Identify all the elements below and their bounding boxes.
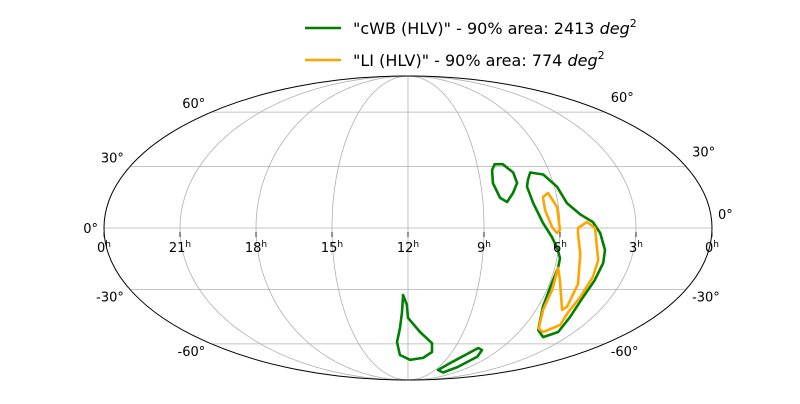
dec-tick-label-right: 30°	[692, 146, 715, 161]
legend: "cWB (HLV)" - 90% area: 2413 deg2 "LI (H…	[305, 17, 637, 70]
dec-tick-label-left: -60°	[178, 345, 206, 360]
legend-label-li: "LI (HLV)" - 90% area: 774 deg2	[353, 49, 605, 70]
tick-labels: 0h 21h 18h 15h 12h 9h 6h 3h 0h 60° 60° 30° 30° 0° 0° -3…	[83, 91, 733, 360]
cwb-contour	[395, 293, 434, 362]
dec-tick-label-left: -30°	[96, 290, 124, 305]
legend-label-cwb: "cWB (HLV)" - 90% area: 2413 deg2	[353, 17, 637, 38]
dec-tick-label-left: 60°	[182, 97, 205, 112]
sky-boundary	[103, 75, 713, 381]
dec-tick-label-right: 0°	[718, 208, 733, 223]
ra-tick-label: 9h	[477, 240, 491, 256]
ra-tick-label: 0h	[705, 240, 719, 256]
ra-tick-label: 18h	[245, 240, 267, 256]
dec-tick-label-left: 30°	[101, 152, 124, 167]
ra-tick-label: 21h	[169, 240, 191, 256]
ra-tick-label: 6h	[553, 240, 567, 256]
cwb-contour	[490, 162, 519, 204]
cwb-contour	[525, 171, 607, 339]
ra-tick-label: 3h	[629, 240, 643, 256]
li-contour	[537, 220, 600, 334]
dec-tick-label-right: 60°	[611, 91, 634, 106]
ra-tick-label: 12h	[397, 240, 419, 256]
contours	[395, 162, 607, 374]
ra-tick-label: 0h	[97, 240, 111, 256]
dec-tick-label-right: -30°	[692, 290, 720, 305]
li-contour	[541, 191, 562, 235]
graticule	[104, 75, 712, 381]
ra-tick-label: 15h	[321, 240, 343, 256]
cwb-contour	[436, 346, 484, 374]
dec-tick-label-right: -60°	[611, 345, 639, 360]
dec-tick-label-left: 0°	[83, 222, 98, 237]
